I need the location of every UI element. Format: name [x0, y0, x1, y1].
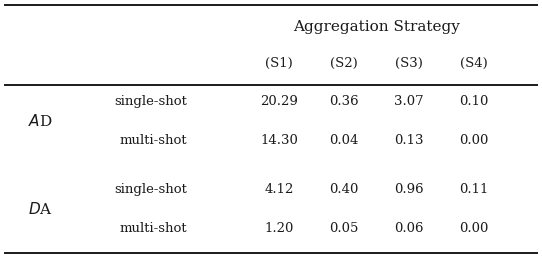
Text: 1.20: 1.20 [264, 222, 294, 235]
Text: 14.30: 14.30 [260, 134, 298, 147]
Text: single-shot: single-shot [114, 183, 187, 196]
Text: 0.04: 0.04 [330, 134, 359, 147]
Text: 3.07: 3.07 [395, 95, 424, 108]
Text: multi-shot: multi-shot [119, 222, 187, 235]
Text: 0.13: 0.13 [395, 134, 424, 147]
Text: 0.00: 0.00 [460, 222, 489, 235]
Text: 0.00: 0.00 [460, 134, 489, 147]
Text: 0.05: 0.05 [330, 222, 359, 235]
Text: $\mathit{A}$D: $\mathit{A}$D [28, 113, 53, 129]
Text: (S3): (S3) [395, 57, 423, 70]
Text: (S1): (S1) [265, 57, 293, 70]
Text: 20.29: 20.29 [260, 95, 298, 108]
Text: (S4): (S4) [460, 57, 488, 70]
Text: 0.96: 0.96 [395, 183, 424, 196]
Text: $\mathit{D}$A: $\mathit{D}$A [28, 201, 53, 217]
Text: 4.12: 4.12 [264, 183, 294, 196]
Text: 0.10: 0.10 [460, 95, 489, 108]
Text: (S2): (S2) [330, 57, 358, 70]
Text: multi-shot: multi-shot [119, 134, 187, 147]
Text: 0.11: 0.11 [460, 183, 489, 196]
Text: Aggregation Strategy: Aggregation Strategy [293, 20, 460, 34]
Text: 0.36: 0.36 [330, 95, 359, 108]
Text: single-shot: single-shot [114, 95, 187, 108]
Text: 0.40: 0.40 [330, 183, 359, 196]
Text: 0.06: 0.06 [395, 222, 424, 235]
